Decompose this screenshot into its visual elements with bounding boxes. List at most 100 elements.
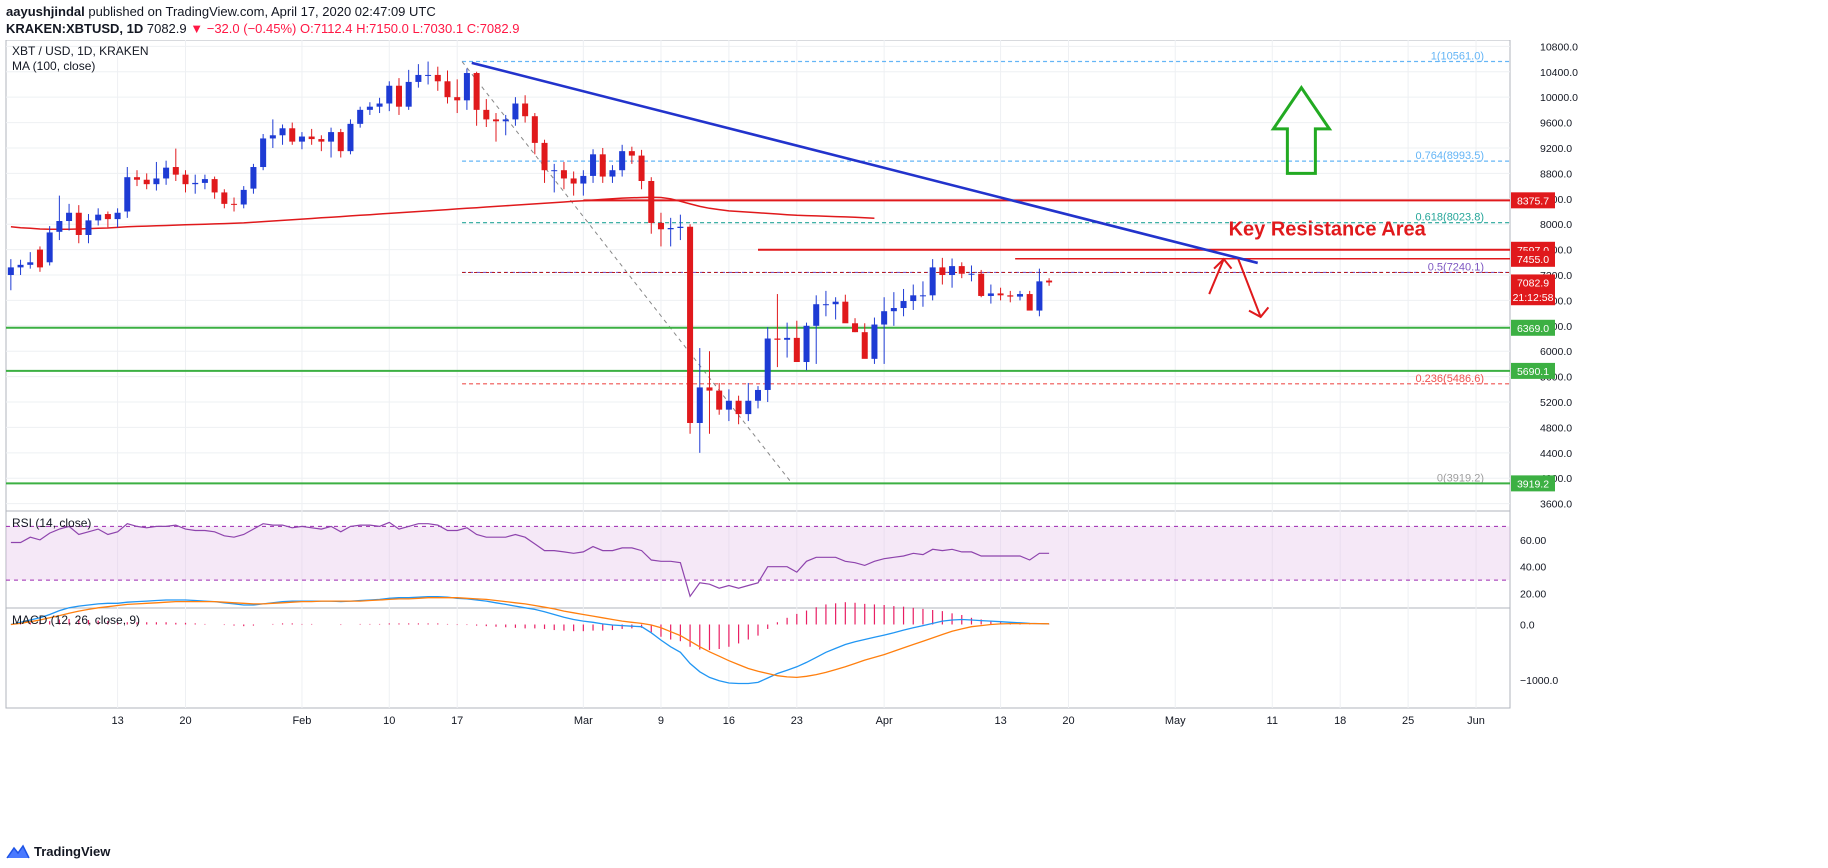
price-tag [1511,192,1555,209]
candle [657,212,664,247]
candle-body [56,221,63,232]
candle-body [774,338,781,340]
candle [1046,278,1053,286]
candle-body [939,267,946,275]
brand-name[interactable]: TradingView [34,843,111,859]
candle-body [910,295,917,302]
candle [1026,290,1033,311]
key-resistance-label: Key Resistance Area [1229,219,1427,241]
candle [619,144,626,177]
candle [1007,290,1014,303]
rsi-tick-label: 60.00 [1520,535,1546,547]
candle-body [308,136,315,140]
candle [269,119,276,148]
candle-body [124,177,131,212]
candle [493,113,500,142]
candle [677,214,684,241]
candle [1036,268,1043,317]
candle-body [725,400,732,410]
rsi-band [6,526,1510,581]
x-tick-label: 13 [994,715,1006,727]
footer: TradingView [6,840,110,862]
price-change: ▼ −32.0 (−0.45%) [190,21,297,36]
candle-body [395,85,402,107]
candle-body [36,249,43,268]
candle-body [17,264,24,268]
candle-body [1026,294,1033,311]
signal-line [10,597,1050,679]
candle-body [590,154,597,176]
candle [308,128,315,145]
last-price: 7082.9 [146,21,187,36]
candle [347,119,354,155]
candle-body [1007,295,1014,297]
candle-body [85,220,92,235]
candle [36,246,43,272]
candle [143,173,150,190]
candle [784,322,791,358]
candle [211,176,218,199]
ma-label: MA (100, close) [12,59,95,73]
x-tick-label: May [1165,715,1186,727]
candle-body [900,301,907,309]
candle-body [463,73,470,101]
candle-body [328,132,335,142]
candle [599,147,606,183]
candle-body [260,138,267,168]
candle [881,297,888,364]
candle [696,348,703,453]
candle-body [133,177,141,180]
fib-level-label: 0(3919.2) [1437,472,1484,484]
candle-body [696,387,703,423]
candle [706,351,713,434]
candle-body [609,170,616,177]
candle [929,259,936,301]
candle-body [735,400,742,415]
descending-trendline [471,61,1259,265]
candle-body [929,267,936,296]
candle-body [182,174,189,185]
x-tick-label: 18 [1334,715,1346,727]
rsi-tick-label: 20.00 [1520,589,1546,601]
candle [978,269,985,298]
candle [357,106,364,128]
candle-body [192,182,199,185]
price-tag [1511,250,1555,267]
candle [376,97,383,114]
x-tick-label: 23 [791,715,803,727]
price-tag [1511,475,1555,492]
candle-body [269,135,276,139]
candle [735,395,742,425]
candle-body [493,119,500,122]
candle [590,149,597,183]
candle-body [376,103,383,107]
author-name[interactable]: aayushjindal [6,4,85,19]
candle [66,203,73,231]
candle [153,161,160,191]
candle [289,122,296,145]
candle [260,134,267,171]
x-tick-label: 9 [658,715,664,727]
candle [463,68,470,110]
candle-body [454,97,461,101]
candle [240,186,247,209]
x-tick-label: 16 [723,715,735,727]
candle-body [512,103,519,120]
candle-body [803,325,810,363]
candle-body [231,203,238,205]
y-tick-label: 4400.0 [1540,448,1572,460]
candle [949,258,956,288]
candle [425,61,432,85]
tradingview-logo-icon [6,844,30,859]
fib-level-label: 0.236(5486.6) [1416,373,1485,385]
red-arrow-down [1237,258,1262,318]
fib-level-label: 1(10561.0) [1431,51,1484,63]
chart-title: XBT / USD, 1D, KRAKEN [12,44,148,58]
candle [444,70,451,104]
chart-canvas[interactable]: 13 20 Feb 10 17 Mar 9 16 23 Apr 13 20 May 11 18 25 Jun 10… [0,40,1828,840]
candle [919,281,926,307]
candle-body [522,103,529,117]
candle [560,161,567,190]
candle-body [648,181,655,223]
candle-body [580,175,587,184]
